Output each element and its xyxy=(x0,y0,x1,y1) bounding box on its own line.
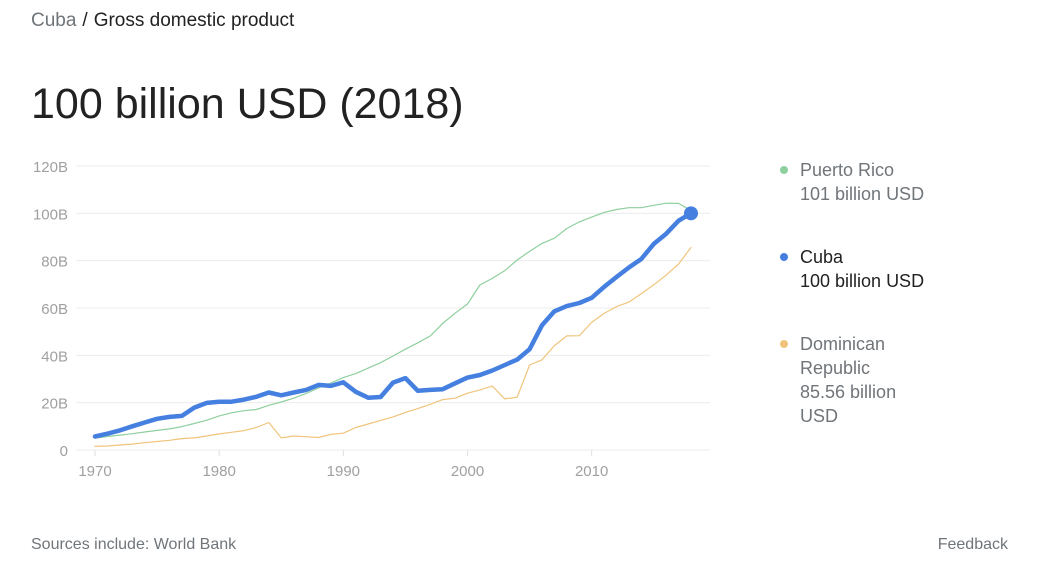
legend-value: 101 billion USD xyxy=(800,184,925,204)
legend-value: 85.56 billion USD xyxy=(800,382,897,426)
y-axis-tick-label: 120B xyxy=(33,159,68,176)
x-axis-tick-label: 1980 xyxy=(202,463,235,480)
breadcrumb: Cuba / Gross domestic product xyxy=(31,10,294,32)
feedback-link[interactable]: Feedback xyxy=(937,536,1008,553)
breadcrumb-separator: / xyxy=(82,10,88,31)
legend-label: Puerto Rico xyxy=(800,160,895,180)
y-axis-tick-label: 80B xyxy=(41,254,68,271)
legend-label: Cuba xyxy=(800,247,844,267)
x-axis-tick-label: 2010 xyxy=(575,463,608,480)
series-dot-icon xyxy=(780,253,788,261)
x-axis-tick-label: 1970 xyxy=(78,463,111,480)
current-value-marker[interactable] xyxy=(684,206,698,221)
headline-value: 100 billion USD (2018) xyxy=(31,80,464,128)
y-axis-tick-label: 0 xyxy=(60,443,68,460)
series-line-dominican-republic[interactable] xyxy=(94,246,692,447)
legend-label: Dominican Republic xyxy=(800,334,886,378)
sources-note: Sources include: World Bank xyxy=(31,536,237,553)
series-line-puerto-rico[interactable] xyxy=(94,202,692,439)
y-axis-tick-label: 100B xyxy=(33,206,68,223)
x-axis-tick-label: 1990 xyxy=(327,463,360,480)
series-dot-icon xyxy=(780,340,788,348)
legend-item-dominican-republic[interactable]: Dominican Republic 85.56 billion USD xyxy=(778,332,1038,428)
breadcrumb-topic: Gross domestic product xyxy=(93,10,295,31)
series-line-cuba[interactable] xyxy=(92,211,694,439)
legend-item-cuba[interactable]: Cuba 100 billion USD xyxy=(778,245,1038,293)
y-axis-tick-label: 60B xyxy=(41,301,68,318)
gdp-line-chart[interactable]: 0 20B 40B 60B 80B 100B 120B 1970 1980 1990 2000 201… xyxy=(0,0,740,500)
legend-value: 100 billion USD xyxy=(800,271,925,291)
y-axis-tick-label: 40B xyxy=(41,348,68,365)
breadcrumb-country-link[interactable]: Cuba xyxy=(31,10,77,31)
x-axis-tick-label: 2000 xyxy=(451,463,484,480)
chart-legend: Puerto Rico 101 billion USD Cuba 100 bil… xyxy=(778,158,1038,467)
series-dot-icon xyxy=(780,166,788,174)
y-axis-tick-label: 20B xyxy=(41,396,68,413)
legend-item-puerto-rico[interactable]: Puerto Rico 101 billion USD xyxy=(778,158,1038,206)
